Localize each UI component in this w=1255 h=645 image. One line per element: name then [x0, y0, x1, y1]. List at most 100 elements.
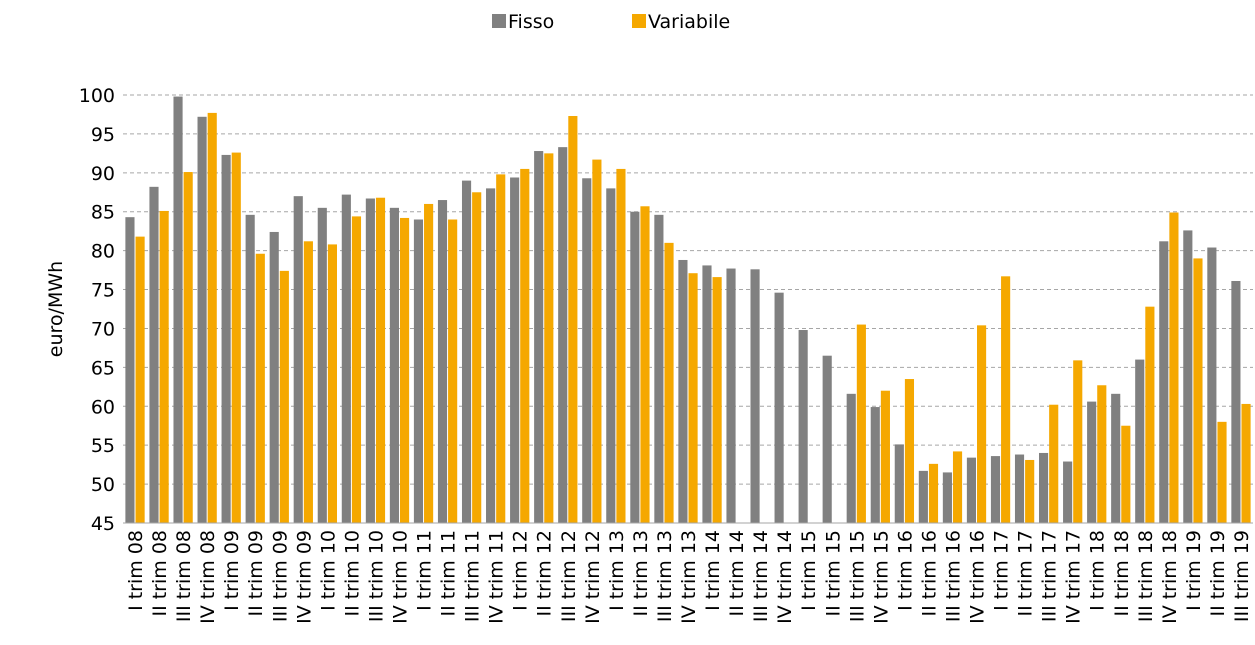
x-tick-label: III trim 15: [846, 530, 868, 622]
x-tick-label: II trim 10: [341, 530, 363, 617]
x-tick-label: I trim 15: [798, 530, 820, 611]
bar: [904, 379, 915, 523]
x-tick-label: II trim 15: [822, 530, 844, 617]
y-tick-label: 55: [91, 435, 115, 457]
bar: [1014, 454, 1025, 523]
x-tick-label: III trim 11: [462, 530, 484, 622]
bar: [173, 96, 183, 523]
x-tick-label: III trim 08: [173, 530, 195, 622]
x-tick-label: III trim 10: [365, 530, 387, 622]
bar: [1207, 247, 1217, 524]
x-tick-label: I trim 17: [991, 530, 1013, 611]
bar: [183, 172, 193, 524]
x-tick-label: IV trim 12: [582, 530, 604, 624]
bar: [798, 330, 808, 523]
bar: [688, 273, 698, 523]
bar: [472, 192, 482, 524]
bar: [918, 470, 928, 523]
bar: [894, 444, 904, 523]
x-tick-label: I trim 18: [1087, 530, 1109, 611]
bar: [592, 159, 602, 523]
x-tick-label: II trim 13: [630, 530, 652, 617]
bar: [1111, 393, 1121, 523]
bar: [880, 390, 890, 523]
bar: [424, 203, 434, 524]
bar: [750, 269, 760, 523]
x-tick-label: II trim 08: [149, 530, 171, 617]
bar: [1039, 452, 1049, 523]
bar: [1097, 385, 1107, 523]
bar: [448, 219, 458, 523]
bar: [231, 152, 241, 523]
bar: [221, 154, 231, 524]
bar: [568, 116, 578, 523]
x-tick-label: I trim 14: [702, 530, 724, 611]
bar: [255, 253, 265, 523]
bar: [856, 324, 866, 523]
bar: [351, 216, 362, 523]
bar: [207, 112, 217, 523]
bar: [558, 147, 568, 523]
bar: [774, 292, 784, 523]
y-axis-label: euro/MWh: [45, 261, 67, 357]
x-tick-label: III trim 13: [654, 530, 676, 622]
bar: [317, 207, 327, 523]
x-tick-label: II trim 16: [918, 530, 940, 617]
bar: [822, 355, 832, 523]
bar: [1193, 258, 1203, 523]
x-tick-label: IV trim 17: [1063, 530, 1085, 624]
bar: [616, 168, 626, 523]
bar: [399, 217, 410, 523]
bar: [413, 219, 424, 523]
bar: [712, 277, 722, 523]
bar: [269, 231, 279, 523]
y-tick-label: 85: [91, 202, 115, 224]
bar: [966, 457, 977, 523]
bar: [1001, 276, 1011, 523]
x-tick-label: II trim 11: [438, 530, 460, 617]
bar: [544, 153, 554, 523]
x-tick-label: IV trim 09: [293, 530, 315, 624]
bar: [375, 197, 386, 523]
bar: [702, 265, 712, 523]
bar: [977, 325, 987, 523]
x-tick-label: I trim 08: [125, 530, 147, 611]
x-tick-label: III trim 12: [558, 530, 580, 622]
bar: [952, 451, 963, 523]
bar: [664, 242, 674, 523]
bar: [1087, 401, 1097, 523]
bar: [1049, 404, 1059, 523]
bar: [1183, 230, 1193, 524]
bar: [520, 168, 530, 523]
bar: [1231, 280, 1241, 523]
x-tick-label: I trim 10: [317, 530, 339, 611]
x-tick-label: I trim 11: [414, 530, 436, 611]
x-tick-label: II trim 14: [726, 530, 748, 617]
bar: [942, 472, 952, 523]
bar: [1073, 360, 1083, 523]
bar: [135, 236, 145, 523]
bar: [606, 188, 616, 523]
legend-swatch: [632, 14, 646, 28]
bar: [534, 151, 544, 523]
bar: [870, 407, 880, 523]
bar: [1135, 359, 1145, 523]
legend-swatch: [492, 14, 506, 28]
bar: [389, 207, 399, 523]
bar: [1159, 241, 1169, 523]
bar: [654, 214, 664, 523]
bar: [496, 174, 506, 523]
x-tick-label: II trim 09: [245, 530, 267, 617]
bar: [125, 217, 135, 523]
bar: [197, 116, 207, 523]
x-tick-label: III trim 09: [269, 530, 291, 622]
x-tick-label: IV trim 13: [678, 530, 700, 624]
bar: [990, 456, 1001, 523]
bar: [726, 268, 736, 523]
y-tick-label: 65: [91, 357, 115, 379]
y-tick-label: 80: [91, 241, 115, 263]
legend-label: Fisso: [508, 11, 554, 33]
bar: [279, 270, 289, 523]
bar: [1145, 306, 1155, 523]
x-tick-label: I trim 12: [510, 530, 532, 611]
